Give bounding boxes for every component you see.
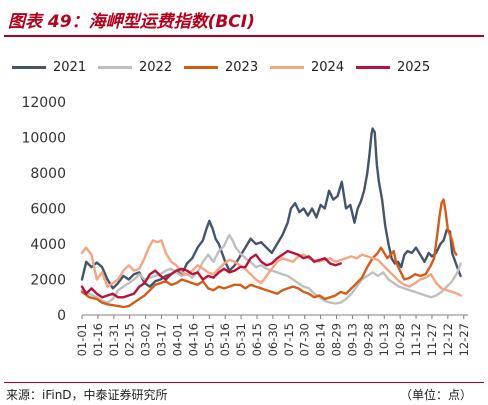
bci-line-chart: 0 2000 4000 6000 8000 10000 12000 01-01 01-16 01-… <box>21 95 471 356</box>
x-tick-label: 10-13 <box>377 323 391 356</box>
x-tick-label: 04-16 <box>186 323 200 356</box>
x-tick-label: 12-27 <box>457 323 471 356</box>
y-tick-label: 0 <box>57 308 66 324</box>
x-tick-label: 05-16 <box>218 323 232 356</box>
x-tick-label: 01-31 <box>107 323 121 356</box>
legend-label-2025: 2025 <box>397 59 431 75</box>
y-tick-label: 2000 <box>30 273 66 289</box>
x-tick-label: 02-15 <box>123 323 137 356</box>
x-tick-label: 03-02 <box>139 323 153 356</box>
x-tick-label: 12-12 <box>441 323 455 356</box>
legend-label-2021: 2021 <box>53 59 87 75</box>
y-tick-label: 4000 <box>30 237 66 253</box>
legend-item-2021: 2021 <box>12 57 86 77</box>
source-note: 来源：iFinD，中泰证券研究所 <box>6 388 168 402</box>
legend-label-2022: 2022 <box>139 59 173 75</box>
x-tick-label: 11-12 <box>409 323 423 356</box>
x-tick-label: 09-28 <box>361 323 375 356</box>
series-line-2023 <box>80 198 458 309</box>
y-tick-label: 10000 <box>21 131 66 147</box>
footer-divider <box>4 382 484 383</box>
x-tick-label: 03-17 <box>155 323 169 356</box>
series-line-2025 <box>80 249 342 299</box>
legend-swatch-2021 <box>12 65 46 69</box>
x-tick-label: 10-28 <box>393 323 407 356</box>
x-tick-label: 06-15 <box>250 323 264 356</box>
x-tick-label: 09-13 <box>345 323 359 356</box>
legend-swatch-2023 <box>184 65 218 69</box>
title-divider <box>4 35 484 37</box>
x-tick-label: 01-16 <box>91 323 105 356</box>
legend-label-2024: 2024 <box>311 59 345 75</box>
x-tick-label: 08-29 <box>330 323 344 356</box>
legend-item-2024: 2024 <box>270 57 344 77</box>
title-bar: 图表 49：海岬型运费指数(BCI) <box>4 2 484 37</box>
legend-swatch-2024 <box>270 65 304 69</box>
y-tick-label: 6000 <box>30 202 66 218</box>
x-tick-label: 05-31 <box>234 323 248 356</box>
y-tick-label: 8000 <box>30 166 66 182</box>
legend-item-2025: 2025 <box>356 57 430 77</box>
x-tick-label: 07-30 <box>298 323 312 356</box>
x-tick-label: 01-01 <box>75 323 89 356</box>
chart-legend: 2021 2022 2023 2024 2025 <box>12 57 482 77</box>
x-tick-label: 11-27 <box>425 323 439 356</box>
unit-note: （单位：点） <box>399 388 472 402</box>
legend-label-2023: 2023 <box>225 59 259 75</box>
legend-item-2023: 2023 <box>184 57 258 77</box>
y-tick-label: 12000 <box>21 95 66 111</box>
legend-swatch-2022 <box>98 65 132 69</box>
figure-title: 图表 49：海岬型运费指数(BCI) <box>8 12 255 32</box>
legend-item-2022: 2022 <box>98 57 172 77</box>
x-tick-label: 07-15 <box>282 323 296 356</box>
x-tick-label: 06-30 <box>266 323 280 356</box>
series-line-2024 <box>80 239 462 297</box>
series-line-2022 <box>80 233 462 305</box>
x-tick-label: 08-14 <box>314 323 328 356</box>
legend-swatch-2025 <box>356 65 390 69</box>
x-tick-label: 05-01 <box>202 323 216 356</box>
x-tick-label: 04-01 <box>170 323 184 356</box>
